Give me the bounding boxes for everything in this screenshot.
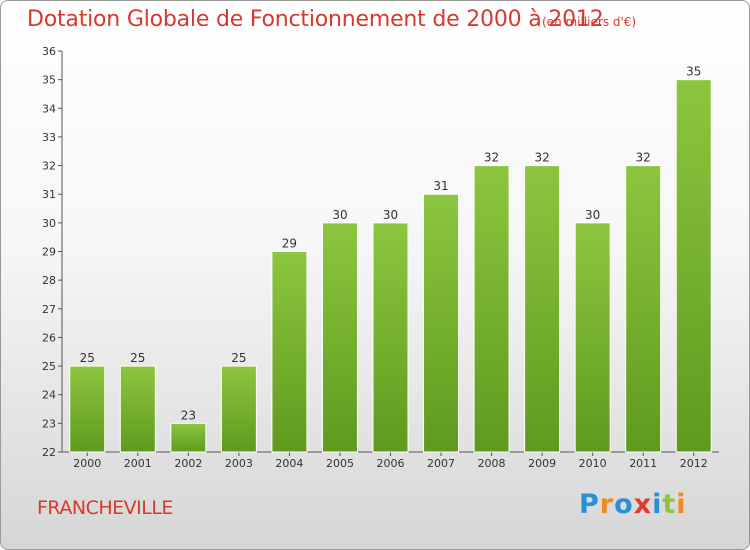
bar-2000[interactable] [69, 365, 106, 453]
y-tick-label: 35 [42, 74, 56, 87]
y-tick-label: 26 [42, 331, 56, 344]
y-tick-label: 34 [42, 102, 56, 115]
value-label-2000: 25 [80, 351, 95, 365]
logo-letter: r [599, 489, 615, 520]
y-tick-label: 32 [42, 160, 56, 173]
data-labels: 25 25 23 25 29 30 30 31 32 32 30 32 35 [80, 65, 702, 423]
x-tick-label-2004: 2004 [275, 457, 303, 470]
value-label-2005: 30 [332, 208, 347, 222]
value-label-2006: 30 [383, 208, 398, 222]
y-tick-label: 24 [42, 389, 56, 402]
bars [69, 79, 712, 453]
bar-2006[interactable] [372, 222, 409, 453]
y-tick-label: 30 [42, 217, 56, 230]
x-tick-label-2002: 2002 [174, 457, 202, 470]
x-tick-label-2005: 2005 [326, 457, 354, 470]
city-name: FRANCHEVILLE [37, 497, 173, 519]
logo-letter: i [676, 489, 687, 520]
x-tick-label-2008: 2008 [478, 457, 506, 470]
bar-2001[interactable] [119, 365, 156, 453]
bar-2005[interactable] [321, 222, 358, 453]
x-tick-label-2006: 2006 [377, 457, 405, 470]
logo-letter: i [652, 489, 663, 520]
logo-letter: x [633, 489, 653, 520]
proxiti-logo[interactable]: Proxiti [579, 489, 687, 520]
bar-2008[interactable] [473, 165, 510, 453]
bar-2002[interactable] [170, 422, 207, 453]
y-tick-label: 29 [42, 246, 56, 259]
value-label-2003: 25 [231, 351, 246, 365]
x-tick-label-2003: 2003 [225, 457, 253, 470]
y-tick-label: 22 [42, 446, 56, 459]
x-tick-label-2000: 2000 [73, 457, 101, 470]
x-tick-label-2011: 2011 [629, 457, 657, 470]
logo-letter: o [614, 489, 634, 520]
value-label-2011: 32 [636, 151, 651, 165]
bar-2003[interactable] [220, 365, 257, 453]
y-tick-label: 31 [42, 188, 56, 201]
value-label-2004: 29 [282, 237, 297, 251]
chart-subtitle: (en milliers d'€) [542, 15, 637, 29]
chart-title: Dotation Globale de Fonctionnement de 20… [27, 7, 604, 32]
axes: 22 23 24 25 26 27 28 29 30 31 32 33 34 35 36 2000 2001 20… [42, 45, 719, 470]
y-tick-label: 23 [42, 417, 56, 430]
value-label-2002: 23 [181, 408, 196, 422]
value-label-2007: 31 [433, 179, 448, 193]
bar-2007[interactable] [423, 193, 460, 453]
x-tick-label-2010: 2010 [579, 457, 607, 470]
bar-2012[interactable] [675, 79, 712, 453]
y-tick-label: 33 [42, 131, 56, 144]
value-label-2001: 25 [130, 351, 145, 365]
x-tick-label-2001: 2001 [124, 457, 152, 470]
x-tick-label-2007: 2007 [427, 457, 455, 470]
y-tick-label: 27 [42, 303, 56, 316]
y-tick-label: 36 [42, 45, 56, 58]
logo-letter: P [579, 489, 600, 520]
bar-2004[interactable] [271, 251, 308, 453]
logo-letter: t [662, 489, 677, 520]
value-label-2012: 35 [686, 65, 701, 79]
y-tick-label: 25 [42, 360, 56, 373]
y-tick-label: 28 [42, 274, 56, 287]
x-tick-label-2012: 2012 [680, 457, 708, 470]
bar-2010[interactable] [574, 222, 611, 453]
value-label-2009: 32 [534, 151, 549, 165]
value-label-2010: 30 [585, 208, 600, 222]
bar-2011[interactable] [625, 165, 662, 453]
bar-2009[interactable] [524, 165, 561, 453]
value-label-2008: 32 [484, 151, 499, 165]
x-tick-label-2009: 2009 [528, 457, 556, 470]
